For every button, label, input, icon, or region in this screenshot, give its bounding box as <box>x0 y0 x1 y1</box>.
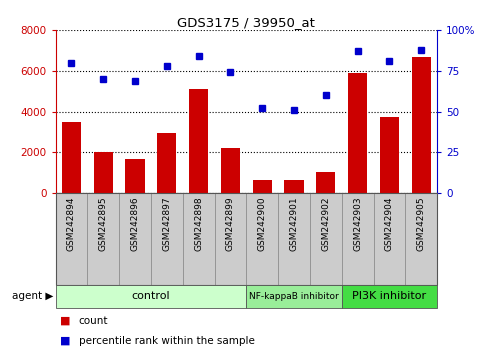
Bar <box>119 193 151 285</box>
Title: GDS3175 / 39950_at: GDS3175 / 39950_at <box>177 16 315 29</box>
Text: GSM242901: GSM242901 <box>289 196 298 251</box>
Text: GSM242897: GSM242897 <box>162 196 171 251</box>
Text: GSM242894: GSM242894 <box>67 196 76 251</box>
Text: ■: ■ <box>60 316 71 326</box>
Text: GSM242895: GSM242895 <box>99 196 108 251</box>
Text: count: count <box>79 316 108 326</box>
Bar <box>310 193 342 285</box>
Bar <box>380 116 399 193</box>
Text: control: control <box>132 291 170 302</box>
Bar <box>56 285 246 308</box>
Text: GSM242898: GSM242898 <box>194 196 203 251</box>
Text: GSM242904: GSM242904 <box>385 196 394 251</box>
Text: agent ▶: agent ▶ <box>12 291 53 302</box>
Bar <box>253 180 272 193</box>
Bar <box>87 193 119 285</box>
Bar <box>412 57 431 193</box>
Bar <box>246 285 342 308</box>
Bar <box>151 193 183 285</box>
Bar <box>342 193 373 285</box>
Bar <box>56 193 87 285</box>
Bar <box>157 133 176 193</box>
Text: GSM242905: GSM242905 <box>417 196 426 251</box>
Bar <box>342 285 437 308</box>
Text: NF-kappaB inhibitor: NF-kappaB inhibitor <box>249 292 339 301</box>
Bar <box>189 89 208 193</box>
Text: percentile rank within the sample: percentile rank within the sample <box>79 336 255 346</box>
Bar <box>284 180 303 193</box>
Bar <box>62 122 81 193</box>
Bar <box>221 148 240 193</box>
Text: ■: ■ <box>60 336 71 346</box>
Bar <box>373 193 405 285</box>
Text: GSM242899: GSM242899 <box>226 196 235 251</box>
Bar <box>94 152 113 193</box>
Bar <box>126 159 144 193</box>
Text: PI3K inhibitor: PI3K inhibitor <box>353 291 426 302</box>
Bar <box>278 193 310 285</box>
Bar <box>405 193 437 285</box>
Bar <box>316 172 335 193</box>
Text: GSM242900: GSM242900 <box>258 196 267 251</box>
Bar <box>348 73 367 193</box>
Text: GSM242896: GSM242896 <box>130 196 140 251</box>
Bar <box>214 193 246 285</box>
Text: GSM242902: GSM242902 <box>321 196 330 251</box>
Bar <box>183 193 214 285</box>
Text: GSM242903: GSM242903 <box>353 196 362 251</box>
Bar <box>246 193 278 285</box>
